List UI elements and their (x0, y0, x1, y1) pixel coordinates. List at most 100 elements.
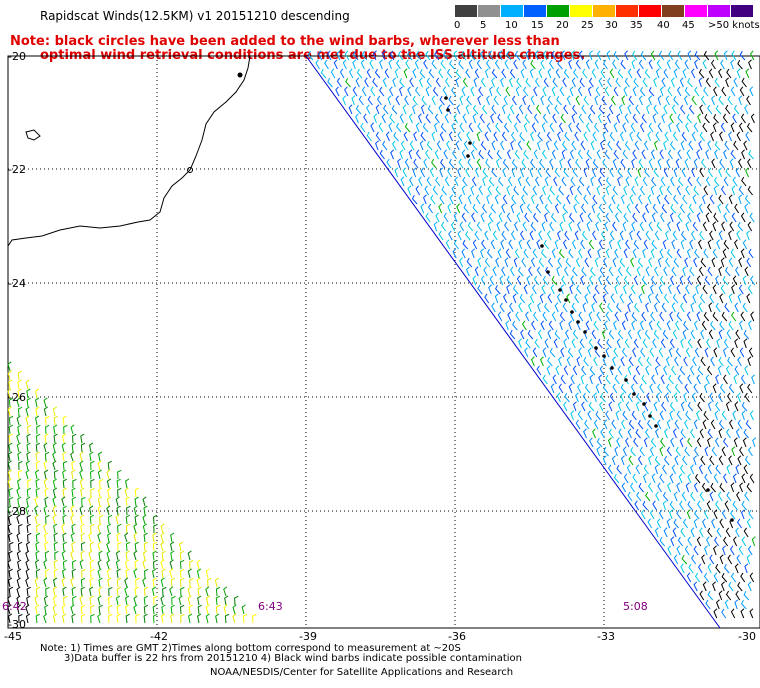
wind-barb (478, 185, 484, 196)
wind-barb (703, 86, 709, 97)
wind-barb (600, 230, 606, 241)
wind-barb (676, 248, 682, 259)
wind-barb (97, 541, 102, 552)
wind-barb (461, 185, 466, 196)
wind-barb (16, 442, 21, 453)
wind-barb (687, 338, 693, 349)
wind-barb (612, 158, 617, 169)
wind-barb (170, 532, 175, 543)
wind-barb (568, 383, 573, 394)
wind-barb (672, 293, 679, 304)
wind-barb (547, 293, 553, 304)
wind-barb (366, 104, 371, 115)
scale-swatch (662, 5, 685, 17)
wind-barb (729, 545, 735, 556)
wind-barb (552, 113, 557, 124)
wind-barb (650, 50, 656, 61)
wind-barb (733, 437, 738, 448)
wind-barb (16, 487, 21, 498)
wind-barb (639, 383, 645, 394)
wind-barb (135, 613, 140, 624)
wind-barb (705, 599, 711, 610)
wind-barb (684, 419, 689, 430)
wind-barb (635, 365, 641, 376)
wind-barb (451, 122, 456, 133)
wind-barb (581, 104, 587, 115)
wind-barb (568, 221, 573, 232)
wind-barb (465, 167, 471, 178)
wind-barb (79, 595, 84, 606)
wind-barb (404, 95, 409, 106)
wind-barb (725, 428, 731, 439)
wind-barb (645, 428, 650, 439)
wind-barb (738, 545, 744, 556)
wind-barb (713, 347, 718, 358)
wind-barb (702, 284, 708, 295)
wind-barb (592, 293, 598, 304)
wind-barb (614, 284, 619, 295)
wind-barb (80, 613, 86, 624)
wind-barb (438, 68, 444, 79)
wind-barb (557, 131, 561, 142)
wind-barb (372, 77, 378, 88)
wind-barb (649, 446, 654, 457)
wind-barb (25, 577, 30, 588)
wind-barb (627, 392, 633, 403)
wind-barb (542, 149, 547, 160)
wind-barb (519, 131, 525, 142)
wind-barb (696, 374, 701, 385)
wind-barb (746, 95, 751, 106)
wind-barb (740, 113, 746, 124)
scale-swatch (616, 5, 639, 17)
wind-barb (72, 478, 77, 489)
wind-barb (557, 59, 563, 70)
wind-barb (715, 401, 721, 412)
wind-barb (679, 77, 684, 88)
wind-barb (631, 410, 637, 421)
wind-barb (721, 608, 727, 619)
wind-barb (647, 131, 652, 142)
wind-barb (539, 194, 544, 205)
wind-barb (588, 311, 593, 322)
wind-barb (587, 410, 592, 421)
wind-barb (575, 392, 579, 403)
wind-barb (345, 77, 351, 88)
wind-barb (471, 176, 477, 187)
wind-barb (542, 374, 548, 385)
wind-barb (745, 68, 750, 79)
wind-barb (71, 496, 76, 507)
wind-barb (577, 410, 583, 421)
wind-barb (480, 248, 484, 259)
wind-barb (558, 185, 564, 196)
wind-barb (559, 311, 566, 322)
wind-barb (583, 194, 589, 205)
wind-barb (511, 194, 517, 205)
wind-barb (696, 212, 701, 223)
wind-barb (80, 577, 86, 588)
wind-barb (403, 68, 408, 79)
wind-barb (495, 185, 501, 196)
lon-label: -36 (448, 630, 466, 643)
wind-barb (679, 464, 685, 475)
wind-barb (590, 176, 595, 187)
wind-barb (80, 442, 86, 453)
wind-barb (16, 514, 21, 525)
wind-barb (696, 311, 701, 322)
wind-barb (681, 230, 687, 241)
wind-barb (555, 194, 562, 205)
wind-barb (358, 95, 364, 106)
wind-barb (695, 284, 700, 295)
wind-barb (571, 77, 576, 88)
wind-barb (482, 104, 488, 115)
wind-barb (471, 248, 475, 259)
wind-barb (89, 541, 95, 552)
wind-barb (707, 140, 712, 151)
wind-barb (608, 239, 613, 250)
wind-barb (687, 473, 692, 484)
wind-barb (735, 167, 741, 178)
wind-barb (512, 320, 518, 331)
wind-barb (700, 257, 707, 268)
wind-speed-color-scale (455, 5, 754, 17)
wind-barb (43, 442, 48, 453)
wind-barb (598, 77, 603, 88)
